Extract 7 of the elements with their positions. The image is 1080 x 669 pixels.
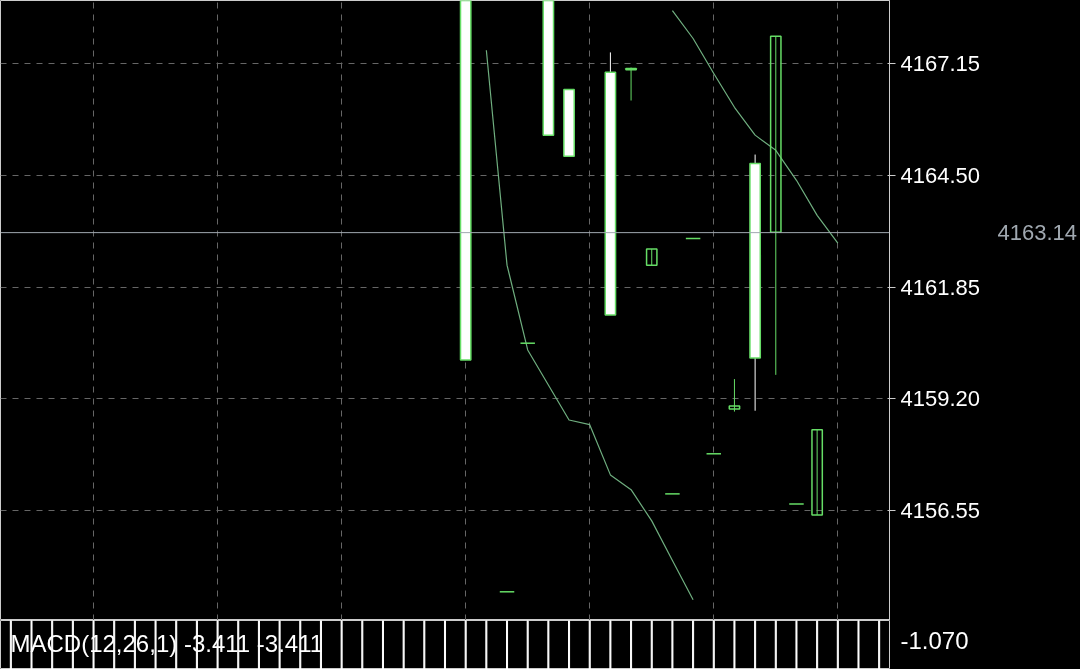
text: -1.070 xyxy=(900,626,969,654)
y-tick-label: 4161.85 xyxy=(900,274,981,300)
y-tick-label: 4156.55 xyxy=(900,498,981,524)
y-tick-label: 4159.20 xyxy=(900,386,981,412)
y-tick-label: 4167.15 xyxy=(900,50,981,76)
ref-line-label: 4163.14 xyxy=(997,220,1078,246)
y-tick-label: 4164.50 xyxy=(900,162,981,188)
